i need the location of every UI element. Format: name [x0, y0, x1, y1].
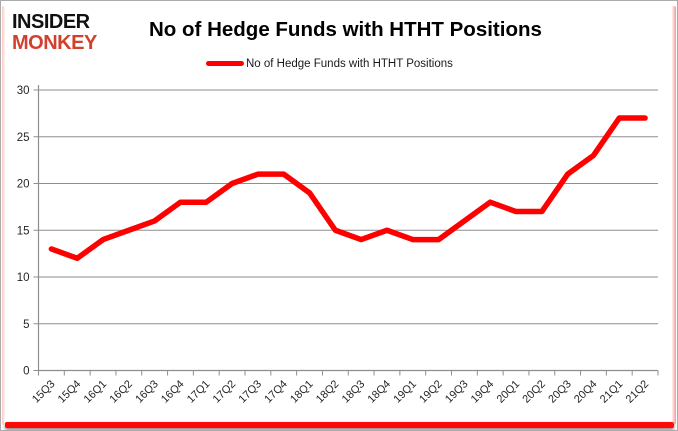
x-axis-tick-label: 17Q4 — [262, 378, 290, 406]
logo-text-monkey: MONKEY — [12, 32, 97, 54]
x-axis-tick-label: 20Q2 — [520, 378, 548, 406]
chart-title: No of Hedge Funds with HTHT Positions — [149, 18, 542, 41]
chart-legend: No of Hedge Funds with HTHT Positions — [206, 56, 453, 71]
x-axis-tick-label: 19Q2 — [417, 378, 445, 406]
x-axis-tick-label: 20Q1 — [495, 378, 523, 406]
x-axis-tick-label: 19Q3 — [443, 378, 471, 406]
y-axis-tick-label: 0 — [23, 366, 29, 378]
y-axis-tick-label: 5 — [23, 319, 29, 331]
legend-label: No of Hedge Funds with HTHT Positions — [246, 57, 453, 70]
x-axis-tick-label: 17Q2 — [211, 378, 239, 406]
x-axis-tick-label: 20Q4 — [572, 378, 600, 406]
x-axis-tick-label: 16Q4 — [159, 378, 187, 406]
card-bottom-accent — [5, 422, 674, 428]
x-axis-tick-label: 18Q2 — [314, 378, 342, 406]
x-axis-tick-label: 21Q1 — [598, 378, 626, 406]
x-axis-tick-label: 18Q3 — [340, 378, 368, 406]
logo-text-insider: INSIDER — [12, 11, 90, 33]
x-axis-tick-label: 18Q4 — [366, 378, 394, 406]
x-axis-tick-label: 18Q1 — [288, 378, 316, 406]
x-axis-tick-label: 15Q3 — [30, 378, 58, 406]
y-axis-tick-label: 25 — [17, 132, 30, 144]
y-axis-tick-label: 20 — [17, 179, 30, 191]
data-line-series — [48, 115, 648, 262]
x-axis-tick-label: 16Q3 — [133, 378, 161, 406]
insider-monkey-logo: INSIDER MONKEY — [12, 12, 97, 54]
x-axis-tick-label: 15Q4 — [56, 378, 84, 406]
x-axis-tick-label: 16Q1 — [82, 378, 110, 406]
x-axis-tick-label: 17Q3 — [237, 378, 265, 406]
x-axis-tick-label: 19Q1 — [391, 378, 419, 406]
x-axis-tick-label: 20Q3 — [546, 378, 574, 406]
y-axis-tick-label: 15 — [17, 225, 30, 237]
x-axis-tick-label: 21Q2 — [624, 378, 652, 406]
card-left-accent — [2, 6, 5, 425]
x-axis-tick-label: 19Q4 — [469, 378, 497, 406]
legend-line-swatch — [206, 61, 244, 66]
x-axis-tick-label: 17Q1 — [185, 378, 213, 406]
card-right-accent — [672, 6, 676, 425]
y-axis-tick-label: 10 — [17, 272, 30, 284]
x-axis-tick-label: 16Q2 — [107, 378, 135, 406]
y-axis-tick-label: 30 — [17, 85, 30, 97]
